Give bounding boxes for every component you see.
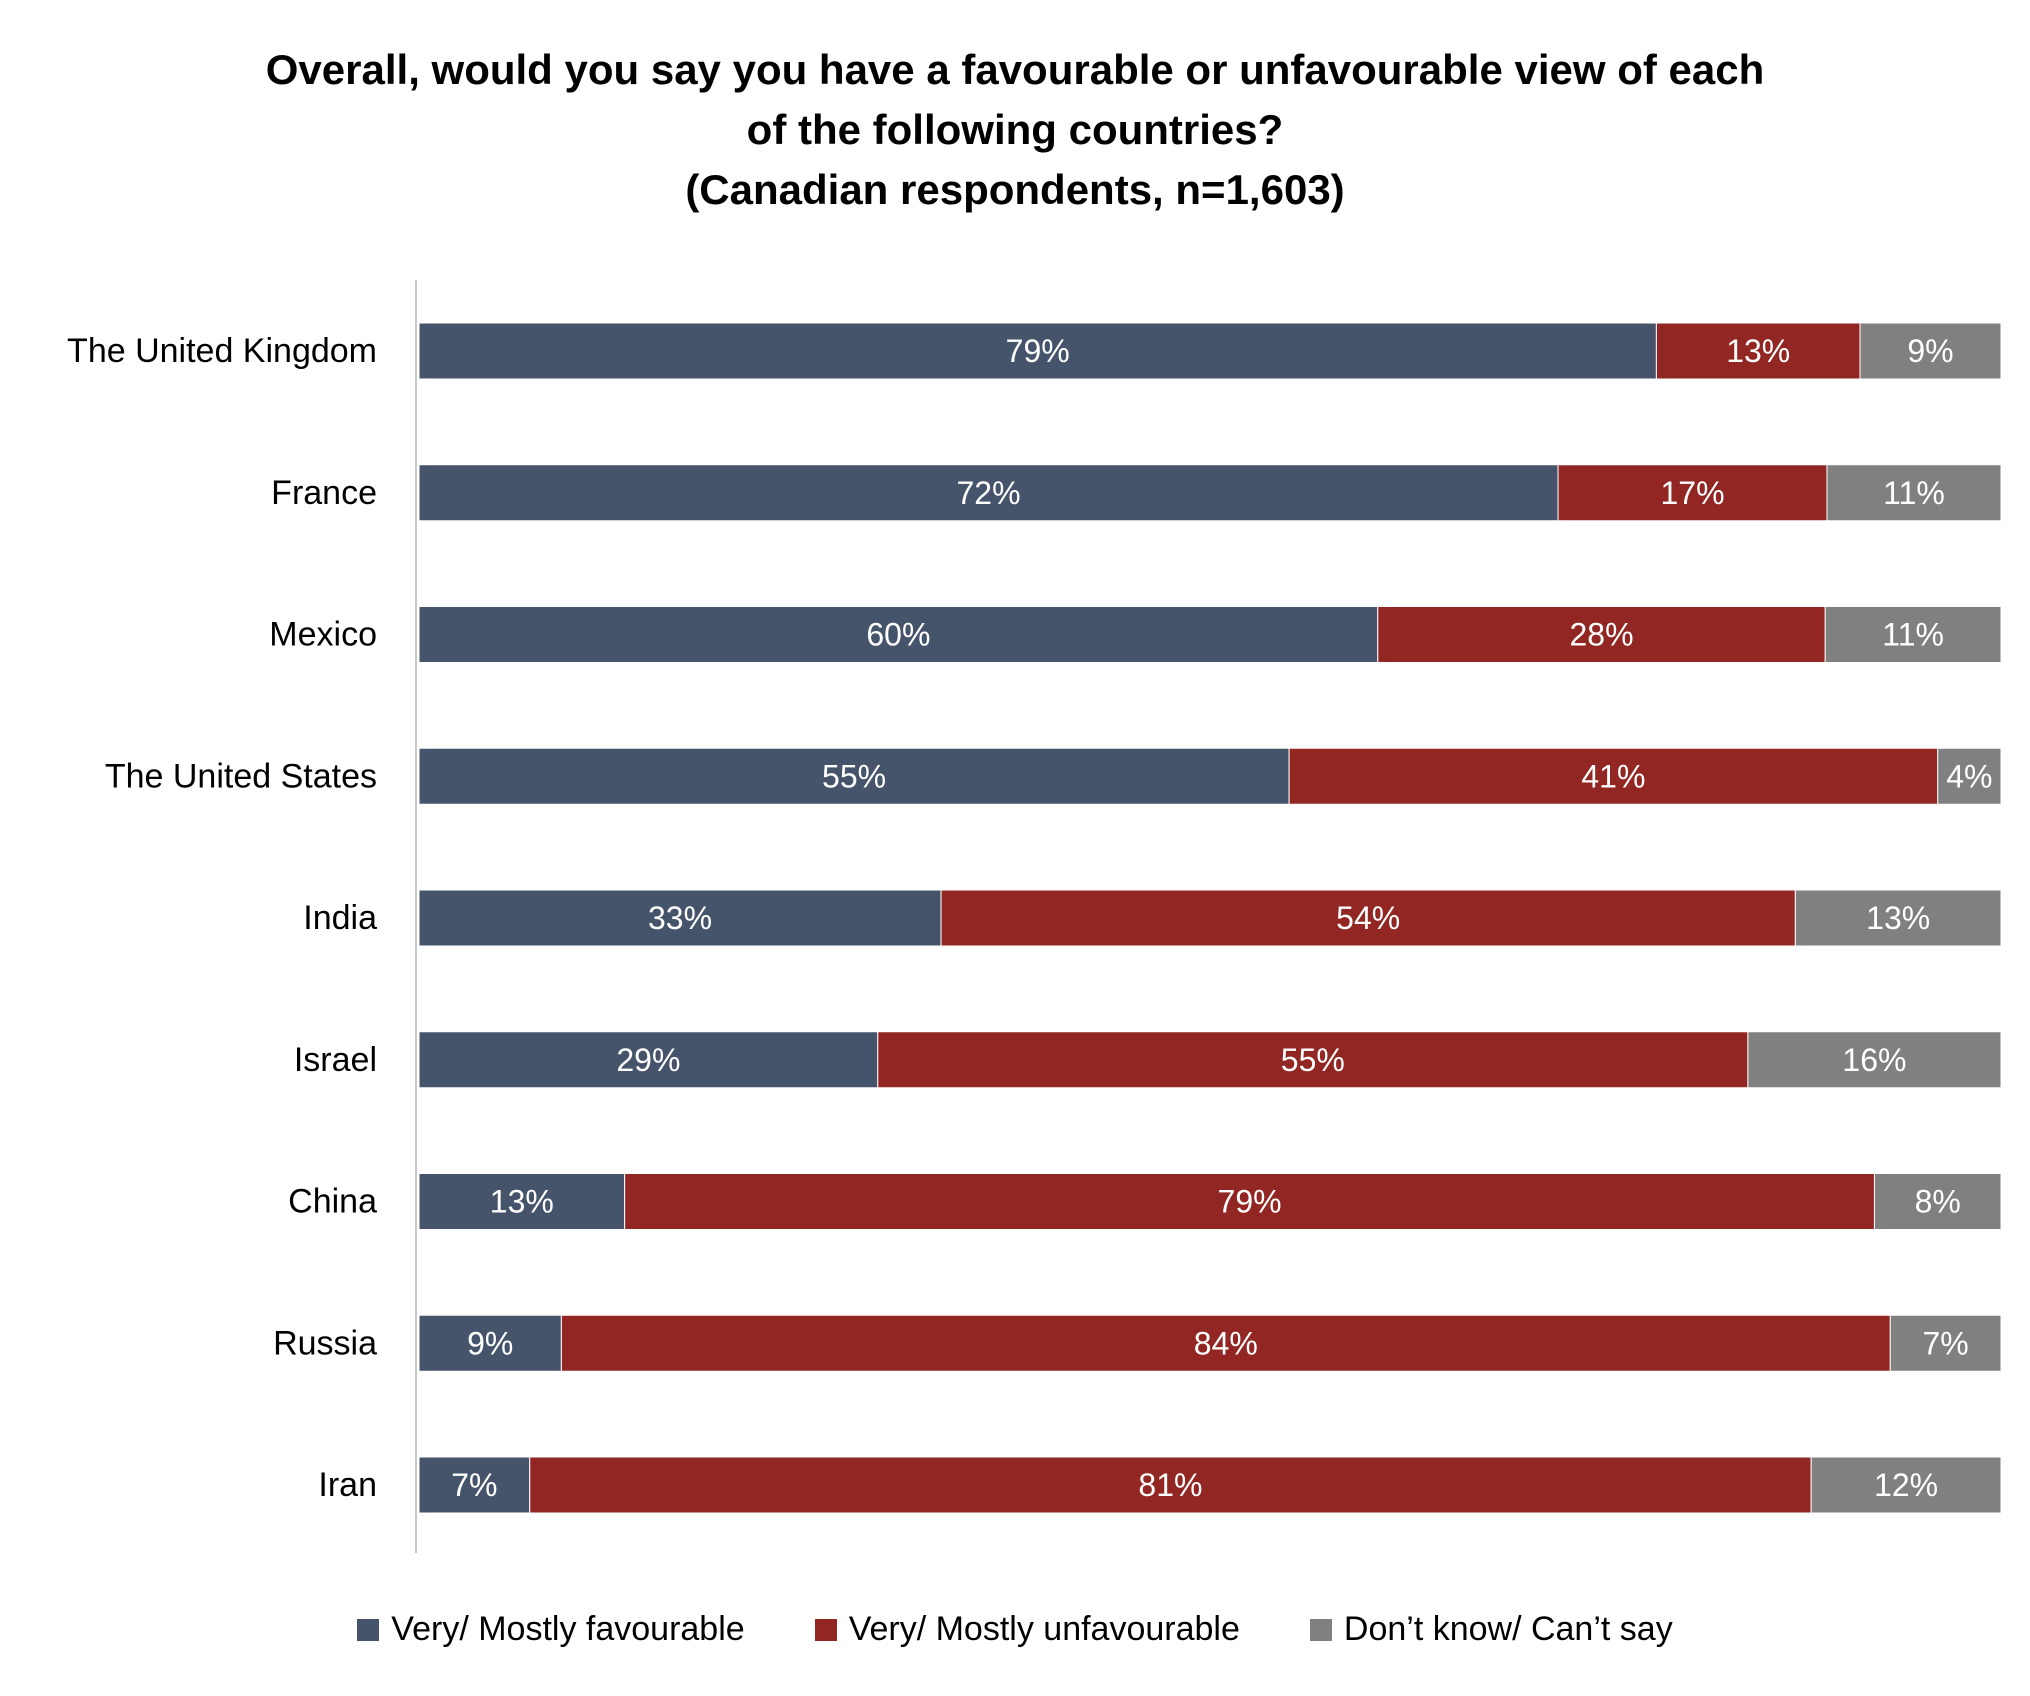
data-label: 9% <box>467 1325 513 1361</box>
bar-segment <box>1826 464 2002 522</box>
data-label: 41% <box>1581 758 1645 794</box>
bar-segment <box>1810 1456 2002 1514</box>
category-label: India <box>303 899 377 937</box>
legend-item-dont-know: Don’t know/ Can’t say <box>1309 1610 1673 1649</box>
bar-segment <box>1859 322 2002 380</box>
data-label: 79% <box>1218 1184 1282 1220</box>
category-label: France <box>271 474 377 512</box>
chart-title: Overall, would you say you have a favour… <box>0 40 2030 220</box>
data-label: 12% <box>1874 1467 1938 1503</box>
data-label: 72% <box>956 475 1020 511</box>
bar-segment <box>1288 747 1939 805</box>
legend-swatch-unfavourable <box>814 1618 837 1641</box>
category-label: China <box>288 1183 377 1221</box>
bar-segment <box>418 889 942 947</box>
data-label: 7% <box>451 1467 497 1503</box>
data-label: 28% <box>1569 617 1633 653</box>
data-label: 81% <box>1138 1467 1202 1503</box>
data-label: 16% <box>1842 1042 1906 1078</box>
bar-segment <box>1377 606 1826 663</box>
category-label: The United States <box>105 757 377 795</box>
legend-item-unfavourable: Very/ Mostly unfavourable <box>814 1610 1240 1649</box>
bar-segment <box>1794 889 2002 947</box>
bar-segment <box>1655 322 1861 380</box>
category-label: Iran <box>318 1466 377 1504</box>
data-label: 33% <box>648 900 712 936</box>
bar-segment <box>418 606 1379 663</box>
data-label: 17% <box>1660 475 1724 511</box>
bar-segment <box>624 1173 1875 1230</box>
category-label: The United Kingdom <box>67 332 377 370</box>
legend-label-favourable: Very/ Mostly favourable <box>391 1610 745 1648</box>
data-label: 4% <box>1946 758 1992 794</box>
data-label: 9% <box>1907 333 1953 369</box>
category-label: Mexico <box>269 616 377 654</box>
bar-segment <box>1557 464 1828 522</box>
bar-segment <box>1824 606 2002 663</box>
bar-segment <box>1873 1173 2002 1230</box>
bar-segment <box>560 1314 1891 1372</box>
bar-segment <box>418 1173 626 1230</box>
chart-title-line-3: (Canadian respondents, n=1,603) <box>685 166 1345 213</box>
data-label: 60% <box>866 617 930 653</box>
data-label: 79% <box>1006 333 1070 369</box>
legend-swatch-favourable <box>357 1618 380 1641</box>
chart-title-line-2: of the following countries? <box>746 106 1284 153</box>
bar-segment <box>529 1456 1812 1514</box>
data-label: 8% <box>1915 1184 1961 1220</box>
bar-segment <box>1937 747 2002 805</box>
data-label: 55% <box>822 758 886 794</box>
legend-item-favourable: Very/ Mostly favourable <box>357 1610 745 1649</box>
data-label: 84% <box>1194 1325 1258 1361</box>
category-label: Russia <box>273 1324 377 1362</box>
data-label: 13% <box>1726 333 1790 369</box>
category-label: Israel <box>294 1041 377 1079</box>
legend-label-dont-know: Don’t know/ Can’t say <box>1343 1610 1673 1648</box>
chart-title-line-1: Overall, would you say you have a favour… <box>265 46 1765 93</box>
legend-label-unfavourable: Very/ Mostly unfavourable <box>848 1610 1240 1648</box>
bar-segment <box>418 1031 879 1089</box>
data-label: 29% <box>616 1042 680 1078</box>
bar-segment <box>418 464 1559 522</box>
bar-segment <box>940 889 1796 947</box>
chart-legend: Very/ Mostly favourable Very/ Mostly unf… <box>0 1610 2030 1649</box>
bar-segment <box>1747 1031 2002 1089</box>
bar-segment <box>1889 1314 2002 1372</box>
data-label: 11% <box>1883 475 1945 511</box>
data-label: 13% <box>1866 900 1930 936</box>
data-label: 13% <box>490 1184 554 1220</box>
bar-segment <box>418 1456 531 1514</box>
data-label: 55% <box>1281 1042 1345 1078</box>
bar-segment <box>877 1031 1749 1089</box>
data-label: 54% <box>1336 900 1400 936</box>
legend-swatch-dont-know <box>1309 1618 1332 1641</box>
data-label: 7% <box>1923 1325 1969 1361</box>
bar-segment <box>418 747 1290 805</box>
data-label: 11% <box>1882 617 1944 653</box>
